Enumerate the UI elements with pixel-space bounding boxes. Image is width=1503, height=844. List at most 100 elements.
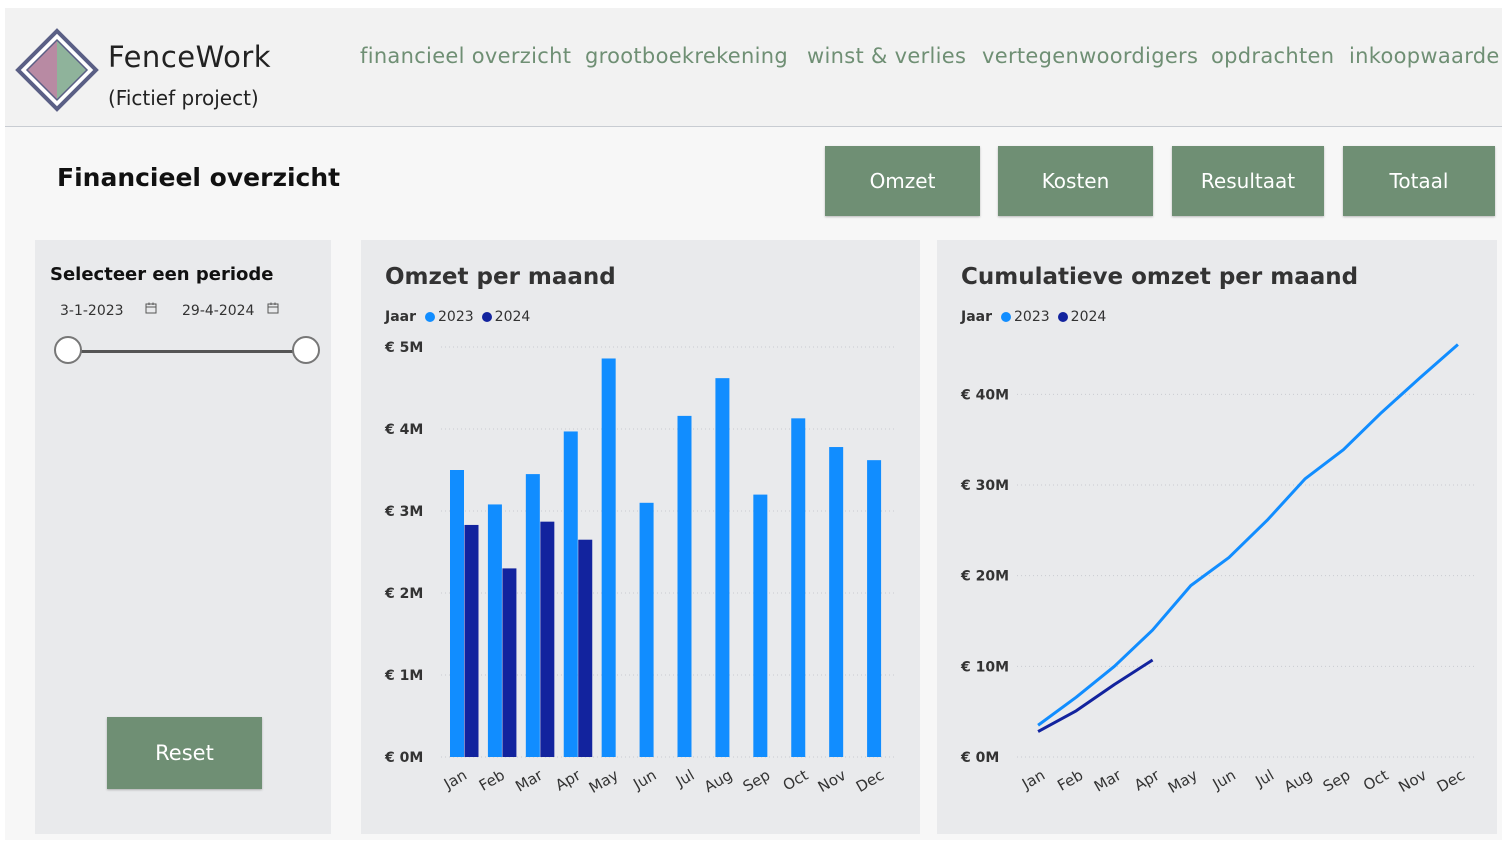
chart-title: Cumulatieve omzet per maand — [961, 264, 1359, 290]
x-tick-label: Jul — [1252, 766, 1278, 791]
bar-2023-dec[interactable] — [867, 460, 882, 757]
y-tick-label: € 40M — [960, 387, 1009, 403]
page-title: Financieel overzicht — [57, 163, 341, 192]
bar-2024-apr[interactable] — [578, 539, 593, 757]
bar-2023-jun[interactable] — [639, 502, 654, 757]
y-tick-label: € 0M — [960, 750, 999, 766]
reset-button[interactable]: Reset — [107, 717, 262, 789]
nav-financieel-overzicht[interactable]: financieel overzicht — [360, 44, 572, 68]
calendar-icon[interactable] — [267, 302, 279, 314]
x-tick-label: Aug — [701, 766, 735, 796]
x-tick-label: Sep — [1320, 766, 1353, 796]
legend-title: Jaar — [961, 309, 993, 325]
end-date-input[interactable]: 29-4-2024 — [182, 303, 255, 319]
y-tick-label: € 0M — [384, 750, 423, 766]
x-tick-label: Feb — [476, 766, 508, 795]
legend-entry-2024[interactable]: 2024 — [481, 309, 531, 325]
x-tick-label: Jun — [1209, 766, 1239, 794]
bar-2023-oct[interactable] — [791, 418, 806, 757]
omzet-button[interactable]: Omzet — [825, 146, 980, 216]
bar-2023-may[interactable] — [601, 358, 616, 757]
slider-start-handle[interactable] — [54, 336, 82, 364]
legend-entry-2024[interactable]: 2024 — [1057, 309, 1107, 325]
y-tick-label: € 20M — [960, 569, 1009, 585]
chart-legend: Jaar 2023 2024 — [385, 309, 538, 325]
brand-subtitle: (Fictief project) — [108, 86, 259, 110]
totaal-button[interactable]: Totaal — [1343, 146, 1495, 216]
line-series-2023[interactable] — [1037, 343, 1459, 727]
legend-label: 2024 — [494, 309, 531, 325]
x-tick-label: Jan — [1018, 766, 1048, 794]
legend-entry-2023[interactable]: 2023 — [425, 309, 474, 325]
omzet-per-maand-panel: Omzet per maand Jaar 2023 2024 € 0M € 1M €… — [361, 240, 920, 834]
y-tick-label: € 3M — [384, 504, 423, 520]
x-tick-label: Oct — [780, 766, 812, 795]
filter-title: Selecteer een periode — [50, 264, 274, 285]
bar-2023-apr[interactable] — [563, 431, 578, 757]
bar-2023-feb[interactable] — [487, 504, 502, 757]
cumulatieve-omzet-panel: Cumulatieve omzet per maand Jaar 2023 20… — [937, 240, 1497, 834]
nav-opdrachten[interactable]: opdrachten — [1211, 44, 1335, 68]
x-tick-label: Dec — [853, 766, 887, 796]
nav-winst-verlies[interactable]: winst & verlies — [807, 44, 967, 68]
chart-legend: Jaar 2023 2024 — [961, 309, 1114, 325]
period-filter-panel: Selecteer een periode 3-1-2023 29-4-2024… — [35, 240, 331, 834]
x-tick-label: Dec — [1434, 766, 1468, 796]
x-tick-label: Aug — [1281, 766, 1315, 796]
y-tick-label: € 4M — [384, 422, 423, 438]
x-tick-label: Apr — [1131, 765, 1163, 794]
legend-label: 2023 — [1014, 309, 1050, 325]
cumulatieve-line-chart: € 0M € 10M € 20M € 30M € 40M Jan Feb Mar Apr May J… — [960, 343, 1475, 797]
x-tick-label: Feb — [1054, 766, 1086, 795]
bar-2023-nov[interactable] — [829, 447, 844, 757]
bar-2023-sep[interactable] — [753, 494, 768, 757]
x-tick-label: Nov — [1395, 766, 1429, 796]
x-tick-label: Nov — [815, 766, 849, 796]
nav-vertegenwoordigers[interactable]: vertegenwoordigers — [982, 44, 1199, 68]
x-tick-label: Jul — [672, 766, 698, 791]
legend-dot — [481, 312, 492, 322]
bar-2024-feb[interactable] — [502, 568, 517, 757]
x-tick-label: Jun — [629, 766, 659, 794]
slider-end-handle[interactable] — [292, 336, 320, 364]
y-tick-label: € 10M — [960, 659, 1009, 675]
x-tick-label: May — [586, 766, 622, 797]
x-tick-label: Sep — [740, 766, 773, 796]
legend-entry-2023[interactable]: 2023 — [1001, 309, 1050, 325]
x-tick-label: Apr — [552, 765, 584, 794]
legend-label: 2024 — [1070, 309, 1107, 325]
kosten-button[interactable]: Kosten — [998, 146, 1153, 216]
chart-title: Omzet per maand — [385, 264, 616, 290]
y-tick-label: € 1M — [384, 668, 423, 684]
x-tick-label: Jan — [440, 766, 470, 794]
bar-2024-mar[interactable] — [540, 521, 555, 757]
x-tick-label: Oct — [1360, 766, 1392, 795]
date-range-slider-track[interactable] — [68, 350, 306, 353]
fencework-logo — [15, 28, 99, 112]
y-tick-label: € 2M — [384, 586, 423, 602]
bar-2023-aug[interactable] — [715, 378, 730, 757]
bar-2024-jan[interactable] — [464, 524, 479, 757]
y-tick-label: € 5M — [384, 340, 423, 356]
legend-dot — [1001, 312, 1012, 322]
app-header: FenceWork (Fictief project) — [5, 8, 1502, 127]
line-series-2024[interactable] — [1037, 658, 1154, 733]
x-tick-label: May — [1165, 766, 1201, 797]
bar-2023-jan[interactable] — [450, 470, 464, 757]
bar-2023-jul[interactable] — [677, 415, 692, 757]
resultaat-button[interactable]: Resultaat — [1172, 146, 1324, 216]
legend-dot — [1057, 312, 1068, 322]
brand-name: FenceWork — [108, 40, 272, 74]
start-date-input[interactable]: 3-1-2023 — [60, 303, 124, 319]
x-tick-label: Mar — [512, 765, 546, 795]
legend-title: Jaar — [385, 309, 417, 325]
nav-inkoopwaarde[interactable]: inkoopwaarde — [1349, 44, 1500, 68]
x-tick-label: Mar — [1091, 765, 1125, 795]
legend-dot — [425, 312, 436, 322]
bar-2023-mar[interactable] — [525, 474, 540, 757]
legend-label: 2023 — [438, 309, 474, 325]
y-tick-label: € 30M — [960, 478, 1009, 494]
nav-grootboekrekening[interactable]: grootboekrekening — [585, 44, 789, 68]
calendar-icon[interactable] — [145, 302, 157, 314]
